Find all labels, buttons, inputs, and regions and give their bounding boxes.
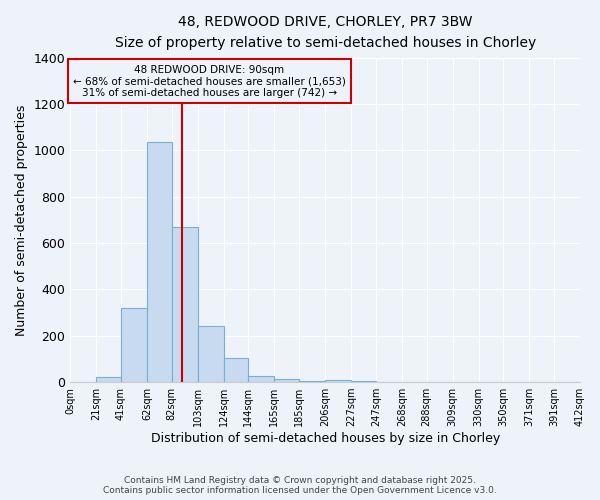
Bar — [248, 376, 274, 382]
Bar — [96, 378, 121, 382]
Bar — [351, 381, 376, 382]
Bar — [198, 326, 224, 382]
Bar — [274, 378, 299, 382]
Bar — [147, 142, 172, 382]
Text: Contains HM Land Registry data © Crown copyright and database right 2025.
Contai: Contains HM Land Registry data © Crown c… — [103, 476, 497, 495]
Bar — [224, 358, 248, 382]
X-axis label: Distribution of semi-detached houses by size in Chorley: Distribution of semi-detached houses by … — [151, 432, 500, 445]
Bar — [299, 381, 325, 382]
Bar — [172, 227, 198, 382]
Title: 48, REDWOOD DRIVE, CHORLEY, PR7 3BW
Size of property relative to semi-detached h: 48, REDWOOD DRIVE, CHORLEY, PR7 3BW Size… — [115, 15, 536, 50]
Text: 48 REDWOOD DRIVE: 90sqm
← 68% of semi-detached houses are smaller (1,653)
31% of: 48 REDWOOD DRIVE: 90sqm ← 68% of semi-de… — [73, 64, 346, 98]
Bar — [325, 380, 351, 382]
Y-axis label: Number of semi-detached properties: Number of semi-detached properties — [15, 104, 28, 336]
Bar — [121, 308, 147, 382]
